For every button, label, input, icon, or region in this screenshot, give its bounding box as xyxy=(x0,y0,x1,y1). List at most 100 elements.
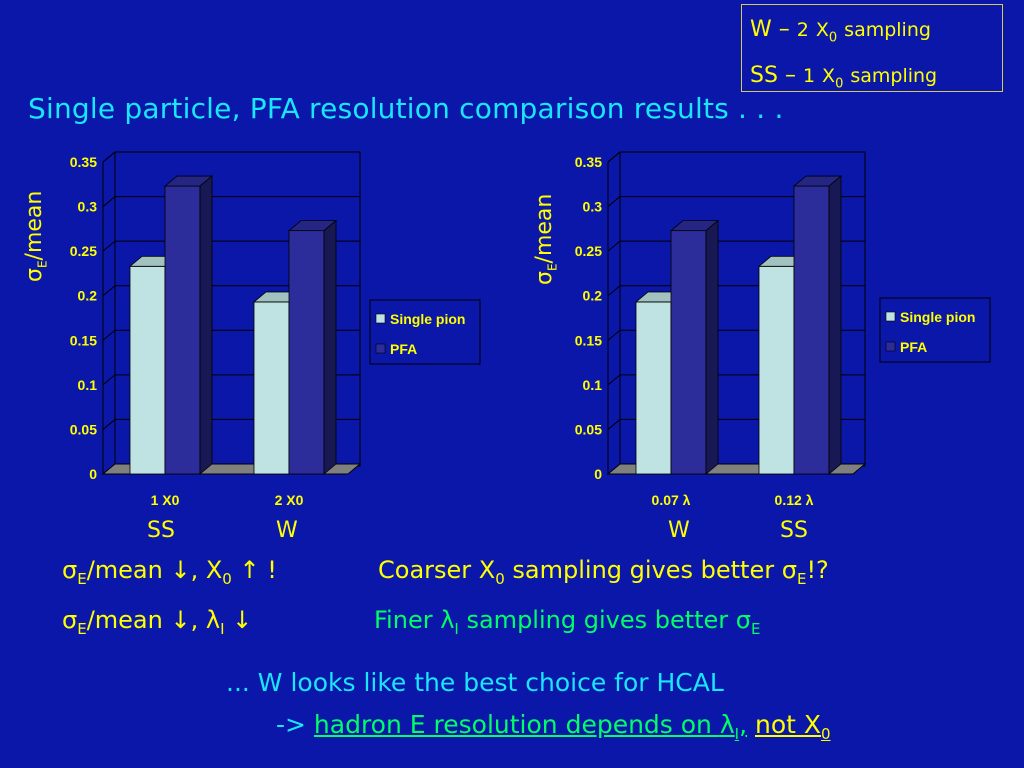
bar-side xyxy=(199,175,213,475)
x-category-label: 0.12 λ xyxy=(775,492,814,508)
mean-x-text: /mean ↓, X xyxy=(86,556,223,584)
dash: – xyxy=(778,17,790,42)
i-subscript: I xyxy=(734,725,740,743)
right-category-note-1: W xyxy=(668,518,690,543)
gives-better-text: sampling gives better xyxy=(458,606,736,634)
y-tick-label: 0.15 xyxy=(70,332,97,348)
bar-side xyxy=(323,219,337,475)
gridline-side xyxy=(607,196,621,207)
gridline-side xyxy=(102,240,116,252)
finer-text: Finer xyxy=(374,606,441,634)
y-tick-label: 0.2 xyxy=(78,288,98,304)
material-label: W xyxy=(750,17,772,42)
conclusion-line-2-left: σE/mean ↓, λI ↓ xyxy=(62,606,252,638)
bar xyxy=(253,301,290,475)
zero-subscript: 0 xyxy=(222,569,232,588)
up-arrow-text: ↑ ! xyxy=(231,556,277,584)
sampling-line-ss: SS – 1 X0 sampling xyxy=(750,57,1002,103)
depends-text: hadron E resolution depends on xyxy=(313,710,720,739)
arrow-text: -> xyxy=(276,710,306,739)
left-category-note-1: SS xyxy=(147,518,175,543)
bar xyxy=(758,265,795,475)
charts-canvas: 0 0.05 0.1 0.15 0.2 0.25 0.3 0.35 1 X0 2 X0 Single… xyxy=(70,151,991,508)
zero-subscript: 0 xyxy=(821,725,831,743)
left-category-note-2: W xyxy=(276,518,298,543)
legend-swatch xyxy=(375,343,386,354)
conclusion-line-1-left: σE/mean ↓, X0 ↑ ! xyxy=(62,556,277,588)
gridline-side xyxy=(607,151,621,163)
legend-swatch xyxy=(885,311,896,322)
legend-label: PFA xyxy=(900,339,927,355)
gridline-side xyxy=(607,285,621,297)
gridline-side xyxy=(607,329,621,341)
sigma-symbol: σ xyxy=(62,556,78,584)
right-category-note-2: SS xyxy=(780,518,808,543)
gridline-side xyxy=(102,419,116,430)
gridline-side xyxy=(607,240,621,252)
y-tick-label: 0.3 xyxy=(583,199,603,215)
y-tick-label: 0.35 xyxy=(70,154,97,170)
y-tick-label: 0.25 xyxy=(70,243,97,259)
sigma-symbol: σ xyxy=(781,556,797,584)
down-arrow-text: ↓ xyxy=(224,606,253,634)
lambda-symbol: λ xyxy=(440,606,455,634)
i-subscript: I xyxy=(454,619,459,638)
y-tick-label: 0.1 xyxy=(78,377,98,393)
e-subscript: E xyxy=(77,569,87,588)
x-category-label: 0.07 λ xyxy=(652,492,691,508)
bar xyxy=(288,230,325,475)
conclusion-line-2-right: Finer λI sampling gives better σE xyxy=(374,606,761,638)
sigma-symbol: σ xyxy=(62,606,78,634)
question-text: !? xyxy=(806,556,829,584)
gridline-side xyxy=(102,151,116,163)
x-category-label: 2 X0 xyxy=(275,492,304,508)
legend-label: Single pion xyxy=(900,309,975,325)
sampling-line-w: W – 2 X0 sampling xyxy=(750,11,1002,57)
y-tick-label: 0.2 xyxy=(583,288,603,304)
y-tick-label: 0.1 xyxy=(583,377,603,393)
right-bar-chart: 0 0.05 0.1 0.15 0.2 0.25 0.3 0.35 0.07 λ 0.12 λ Si… xyxy=(575,151,991,508)
gridline-side xyxy=(102,285,116,297)
not-x-text: not X xyxy=(754,710,821,739)
bar-side xyxy=(828,175,842,475)
x-subscript: 0 xyxy=(828,30,838,46)
bar-side xyxy=(705,219,719,475)
legend-label: Single pion xyxy=(390,311,465,327)
y-tick-label: 0.05 xyxy=(575,421,602,437)
x-symbol: X xyxy=(822,65,836,88)
y-tick-label: 0.05 xyxy=(70,421,97,437)
gridline-side xyxy=(607,419,621,430)
lambda-symbol: λ xyxy=(719,710,735,739)
x-subscript: 0 xyxy=(835,76,844,92)
bar xyxy=(670,230,707,475)
y-tick-label: 0 xyxy=(594,466,602,482)
y-tick-label: 0.35 xyxy=(575,154,602,170)
e-subscript: E xyxy=(796,569,807,588)
sampling-word: sampling xyxy=(844,19,931,41)
legend-swatch xyxy=(375,313,386,324)
bar xyxy=(164,185,201,475)
sampling-word: sampling xyxy=(850,65,938,88)
y-tick-label: 0.25 xyxy=(575,243,602,259)
coarser-text: Coarser X xyxy=(378,556,496,584)
mean-text: /mean ↓, xyxy=(86,606,206,634)
dash: – xyxy=(784,63,796,89)
conclusion-line-3: ... W looks like the best choice for HCA… xyxy=(226,668,724,697)
sampling-number: 2 xyxy=(796,19,809,41)
gives-better-text: sampling gives better xyxy=(504,556,782,584)
left-bar-chart: 0 0.05 0.1 0.15 0.2 0.25 0.3 0.35 1 X0 2 X0 Single… xyxy=(70,151,481,508)
sampling-legend-box: W – 2 X0 sampling SS – 1 X0 sampling xyxy=(741,4,1003,92)
gridline-side xyxy=(102,329,116,341)
x-category-label: 1 X0 xyxy=(151,492,180,508)
legend-swatch xyxy=(885,341,896,352)
gridline-side xyxy=(102,374,116,386)
bar xyxy=(635,301,672,475)
gridline-side xyxy=(607,374,621,386)
y-tick-label: 0.15 xyxy=(575,332,602,348)
i-subscript: I xyxy=(220,619,225,638)
sigma-symbol: σ xyxy=(735,606,752,634)
conclusion-line-4: -> hadron E resolution depends on λI, no… xyxy=(276,710,831,743)
y-tick-label: 0 xyxy=(89,466,97,482)
y-tick-label: 0.3 xyxy=(78,199,98,215)
legend-label: PFA xyxy=(390,341,417,357)
